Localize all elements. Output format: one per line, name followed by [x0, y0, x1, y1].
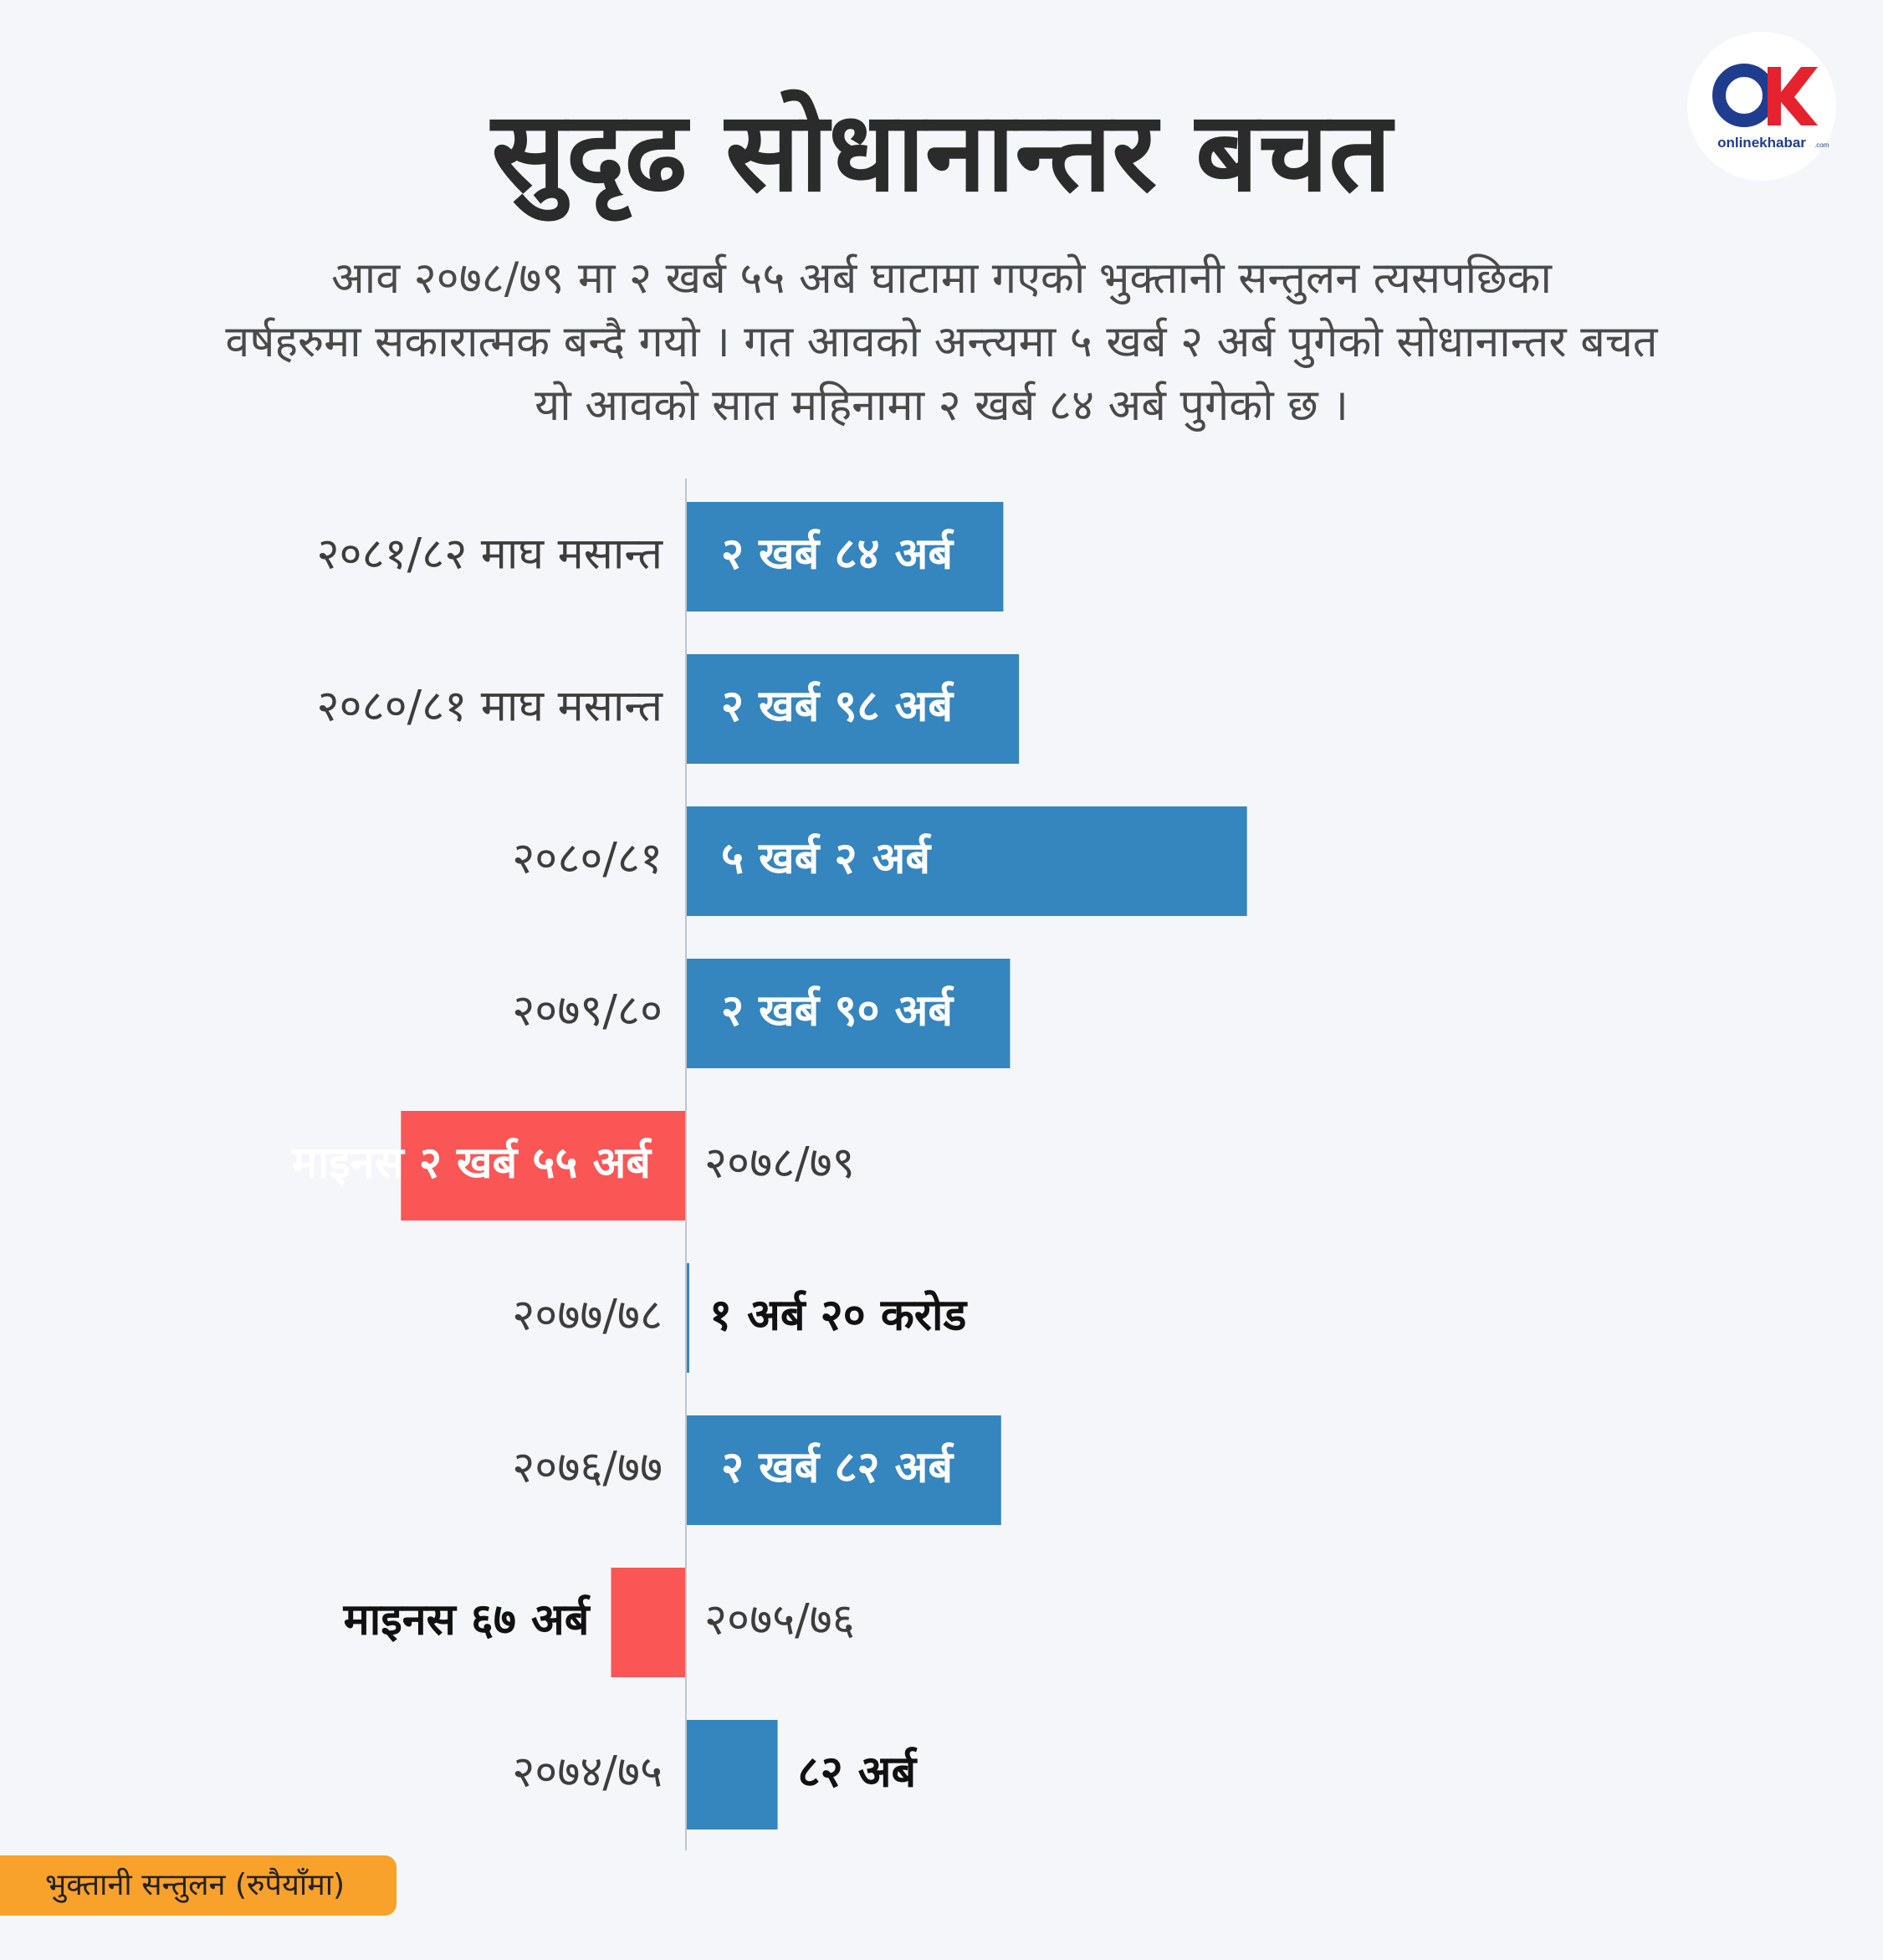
- value-label: ८२ अर्ब: [798, 1747, 918, 1798]
- bar: [686, 1263, 689, 1373]
- value-label: २ खर्ब ८२ अर्ब: [721, 1442, 954, 1493]
- subtitle-line: वर्षहरुमा सकारात्मक बन्दै गयो । गत आवको …: [225, 317, 1658, 367]
- value-label: ५ खर्ब २ अर्ब: [721, 833, 932, 884]
- bar: [686, 806, 1247, 916]
- category-label: २०७४/७५: [512, 1748, 663, 1798]
- bar: [686, 1415, 1001, 1525]
- value-label: १ अर्ब २० करोड: [709, 1290, 969, 1341]
- subtitle-line: आव २०७८/७९ मा २ खर्ब ५५ अर्ब घाटामा गएको…: [331, 253, 1552, 304]
- value-label: २ खर्ब ८४ अर्ब: [721, 529, 954, 580]
- bar: [611, 1568, 686, 1677]
- bar: [686, 1720, 778, 1830]
- bar: [686, 959, 1011, 1068]
- bar: [686, 502, 1004, 612]
- category-label: २०७६/७७: [512, 1443, 663, 1493]
- bar: [686, 654, 1020, 764]
- category-label: २०८०/८१: [512, 834, 663, 884]
- subtitle-line: यो आवको सात महिनामा २ खर्ब ८४ अर्ब पुगेक…: [535, 381, 1348, 431]
- value-label: २ खर्ब ९० अर्ब: [721, 985, 954, 1036]
- category-label: २०७७/७८: [512, 1291, 663, 1341]
- logo-wordmark: onlinekhabar: [1717, 135, 1806, 151]
- logo-mark-icon: onlinekhabar .com: [1712, 64, 1829, 151]
- value-label: २ खर्ब ९८ अर्ब: [721, 681, 954, 732]
- chart-title: सुदृढ सोधानान्तर बचत: [491, 88, 1392, 217]
- value-label: माइनस २ खर्ब ५५ अर्ब: [291, 1138, 653, 1189]
- onlinekhabar-logo: onlinekhabar .com: [1687, 32, 1836, 181]
- category-label: २०८०/८१ माघ मसान्त: [317, 682, 664, 732]
- value-label: माइनस ६७ अर्ब: [343, 1594, 591, 1645]
- logo-suffix: .com: [1814, 141, 1829, 149]
- chart-subtitle: आव २०७८/७९ मा २ खर्ब ५५ अर्ब घाटामा गएको…: [125, 247, 1758, 438]
- category-label: २०८१/८२ माघ मसान्त: [317, 530, 664, 580]
- category-label: २०७९/८०: [512, 986, 663, 1036]
- legend-tag: भुक्तानी सन्तुलन (रुपैयाँमा): [0, 1855, 397, 1916]
- category-label: २०७८/७९: [704, 1139, 855, 1189]
- category-label: २०७५/७६: [704, 1595, 855, 1645]
- bar: [401, 1111, 686, 1221]
